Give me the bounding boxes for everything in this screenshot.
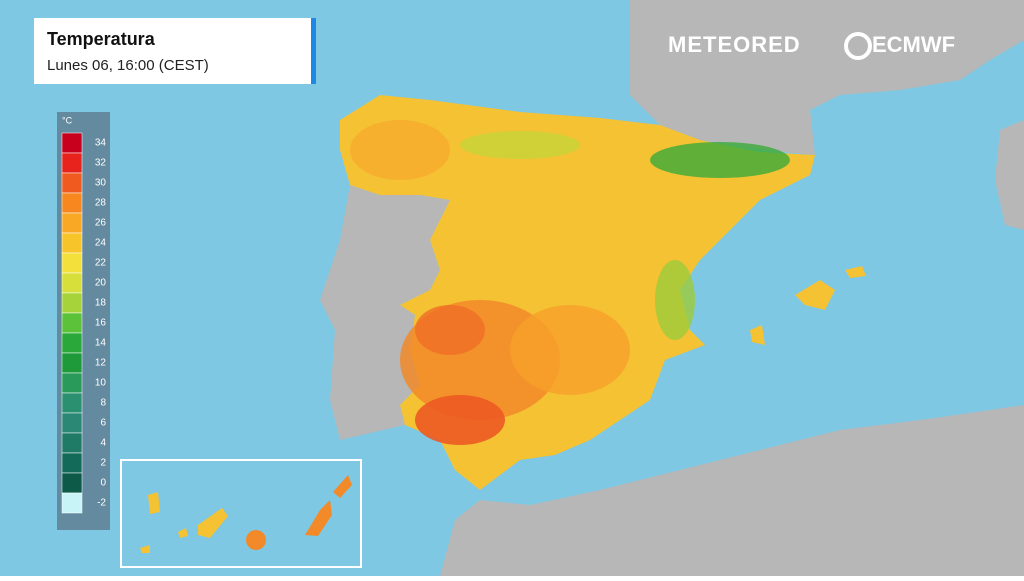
heat-zone: [350, 120, 450, 180]
legend-label: 28: [95, 198, 107, 209]
legend-swatch: [61, 332, 83, 354]
legend-swatch: [61, 292, 83, 314]
legend-swatch: [61, 252, 83, 274]
legend-label: 8: [100, 398, 106, 409]
heat-zone: [415, 395, 505, 445]
logo: ECMWF: [872, 32, 955, 57]
island: [178, 528, 188, 538]
legend-label: 14: [95, 338, 107, 349]
island: [305, 500, 332, 536]
legend-swatch: [61, 452, 83, 474]
legend-label: 24: [95, 238, 107, 249]
cool-zone: [650, 142, 790, 178]
legend-label: 10: [95, 378, 107, 389]
island: [198, 508, 228, 538]
legend-swatch: [61, 392, 83, 414]
legend-swatch: [61, 432, 83, 454]
legend-label: 12: [95, 358, 107, 369]
island: [140, 545, 150, 553]
legend-swatch: [61, 232, 83, 254]
legend-label: 32: [95, 158, 107, 169]
island: [333, 475, 352, 498]
legend-label: -2: [97, 498, 106, 509]
legend-swatch: [61, 172, 83, 194]
legend-label: 16: [95, 318, 107, 329]
legend-swatch: [61, 412, 83, 434]
heat-zone: [415, 305, 485, 355]
legend-swatch: [61, 212, 83, 234]
header-accent: [311, 18, 316, 84]
legend-label: 34: [95, 138, 107, 149]
legend-swatch: [61, 312, 83, 334]
legend-label: 20: [95, 278, 107, 289]
legend-swatch: [61, 492, 83, 514]
legend-unit: °C: [62, 115, 73, 125]
legend-label: 2: [100, 458, 106, 469]
land-africa: [440, 405, 1024, 576]
title: Temperatura: [47, 29, 156, 49]
logo: METEORED: [668, 32, 801, 57]
island: [750, 325, 765, 345]
land-europe: [630, 0, 1024, 155]
legend-label: 6: [100, 418, 106, 429]
legend-swatch: [61, 272, 83, 294]
legend-label: 4: [100, 438, 106, 449]
island: [795, 280, 835, 310]
legend-swatch: [61, 152, 83, 174]
land-island: [995, 120, 1024, 230]
island: [246, 530, 266, 550]
legend-swatch: [61, 372, 83, 394]
legend-label: 18: [95, 298, 107, 309]
legend-swatch: [61, 132, 83, 154]
heat-zone: [510, 305, 630, 395]
legend-label: 0: [100, 478, 106, 489]
legend-swatch: [61, 352, 83, 374]
legend-swatch: [61, 192, 83, 214]
legend-label: 22: [95, 258, 107, 269]
legend-label: 26: [95, 218, 107, 229]
legend-label: 30: [95, 178, 107, 189]
island: [148, 492, 160, 514]
legend-swatch: [61, 472, 83, 494]
cool-zone: [460, 131, 580, 159]
header-box: [34, 18, 316, 84]
island: [845, 266, 866, 278]
logo-icon: [844, 32, 872, 60]
subtitle: Lunes 06, 16:00 (CEST): [47, 57, 209, 74]
cool-zone: [655, 260, 695, 340]
